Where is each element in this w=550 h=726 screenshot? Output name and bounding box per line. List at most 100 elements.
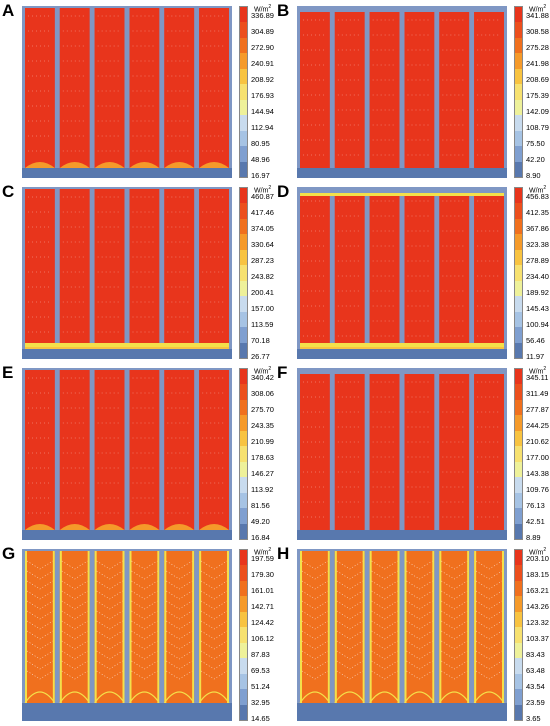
scale-tick-label: 275.70 — [251, 405, 274, 414]
unit-label: W/m2 — [529, 366, 547, 376]
channel-cell — [164, 189, 195, 349]
channel-cell — [334, 12, 365, 168]
color-scale-segment — [240, 249, 247, 266]
color-scale-bar — [239, 6, 248, 178]
scale-tick-label: 203.10 — [526, 554, 549, 563]
scale-tick-label: 42.20 — [526, 155, 545, 164]
channel-cell — [129, 551, 160, 703]
channel-cell — [94, 8, 125, 168]
color-scale-segment — [515, 203, 522, 219]
color-scale-segment — [515, 99, 522, 116]
color-scale-segment — [515, 369, 522, 385]
scale-tick-label: 367.86 — [526, 224, 549, 233]
scale-tick-label: 208.92 — [251, 75, 274, 84]
color-scale-segment — [240, 596, 247, 612]
color-scale-segment — [515, 22, 522, 38]
color-scale-segment — [515, 384, 522, 400]
unit-label: W/m2 — [254, 185, 272, 195]
scale-tick-label: 234.40 — [526, 272, 549, 281]
scale-tick-label: 345.11 — [526, 373, 549, 382]
unit-label: W/m2 — [254, 4, 272, 14]
color-scale-segment — [240, 446, 247, 462]
color-scale-segment — [240, 146, 247, 162]
color-scale-segment — [240, 280, 247, 297]
scale-tick-label: 275.28 — [526, 43, 549, 52]
scale-tick-label: 277.87 — [526, 405, 549, 414]
scale-tick-label: 456.83 — [526, 192, 549, 201]
color-scale-segment — [240, 22, 247, 38]
channel-cell — [404, 12, 435, 168]
channel-cell — [474, 551, 504, 703]
color-scale-segment — [240, 161, 247, 177]
scale-tick-label: 412.35 — [526, 208, 549, 217]
color-scale-segment — [515, 658, 522, 674]
color-scale-bar — [239, 368, 248, 540]
scale-tick-label: 42.51 — [526, 517, 545, 526]
color-scale-segment — [240, 430, 247, 447]
color-scale-segment — [240, 311, 247, 328]
channel-cell — [199, 189, 229, 349]
scale-tick-label: 308.58 — [526, 27, 549, 36]
channel-cell — [334, 551, 365, 703]
color-scale-bar — [239, 549, 248, 721]
color-scale-segment — [515, 234, 522, 250]
scale-tick-label: 112.94 — [251, 123, 274, 132]
scale-tick-label: 8.89 — [526, 533, 541, 542]
channel-cell — [129, 8, 160, 168]
scale-tick-label: 145.43 — [526, 304, 549, 313]
color-scale-segment — [515, 7, 522, 23]
scale-tick-label: 70.18 — [251, 336, 270, 345]
color-scale-segment — [515, 689, 522, 705]
color-scale-segment — [515, 327, 522, 343]
scale-tick-label: 63.48 — [526, 666, 545, 675]
heat-map — [297, 187, 507, 359]
color-scale-segment — [240, 399, 247, 416]
scale-tick-label: 163.21 — [526, 586, 549, 595]
scale-tick-label: 178.63 — [251, 453, 274, 462]
scale-tick-label: 278.89 — [526, 256, 549, 265]
color-scale-segment — [240, 115, 247, 131]
channel-cell — [300, 193, 330, 349]
channel-cell — [199, 8, 229, 168]
channel-cell — [59, 551, 90, 703]
scale-tick-label: 142.71 — [251, 602, 274, 611]
scale-tick-label: 157.00 — [251, 304, 274, 313]
channel-cell — [474, 374, 504, 530]
channel-cell — [404, 551, 435, 703]
color-scale-segment — [240, 265, 247, 281]
color-scale-segment — [515, 84, 522, 100]
scale-tick-label: 244.25 — [526, 421, 549, 430]
channel-cell — [369, 551, 400, 703]
color-scale-segment — [240, 384, 247, 400]
scale-tick-label: 11.97 — [526, 352, 545, 361]
scale-tick-label: 176.93 — [251, 91, 274, 100]
heat-map — [22, 368, 232, 540]
heat-map — [22, 6, 232, 178]
unit-label: W/m2 — [529, 547, 547, 557]
scale-tick-label: 336.89 — [251, 11, 274, 20]
scale-tick-label: 311.49 — [526, 389, 549, 398]
scale-tick-label: 113.92 — [251, 485, 274, 494]
color-scale-segment — [240, 611, 247, 628]
color-scale-segment — [240, 627, 247, 643]
color-scale-segment — [515, 673, 522, 690]
color-scale-segment — [240, 68, 247, 85]
channel-cell — [129, 189, 160, 349]
unit-label: W/m2 — [529, 4, 547, 14]
color-scale-segment — [515, 265, 522, 281]
color-scale-segment — [240, 218, 247, 235]
scale-tick-label: 177.00 — [526, 453, 549, 462]
color-scale-segment — [515, 311, 522, 328]
scale-tick-label: 417.46 — [251, 208, 274, 217]
scale-tick-label: 243.82 — [251, 272, 274, 281]
color-scale-segment — [515, 280, 522, 297]
scale-tick-label: 103.37 — [526, 634, 549, 643]
scale-tick-label: 14.65 — [251, 714, 270, 723]
color-scale-segment — [240, 234, 247, 250]
channel-cell — [474, 12, 504, 168]
panel-b: B W/m2 341.88 308.58 275.28 241.98 208.69 175.3… — [275, 0, 550, 181]
color-scale-segment — [515, 596, 522, 612]
unit-label: W/m2 — [254, 547, 272, 557]
scale-tick-label: 32.95 — [251, 698, 270, 707]
panel-c: C W/m2 460.87 417.46 374.05 330.64 287.23 243.8… — [0, 181, 275, 362]
